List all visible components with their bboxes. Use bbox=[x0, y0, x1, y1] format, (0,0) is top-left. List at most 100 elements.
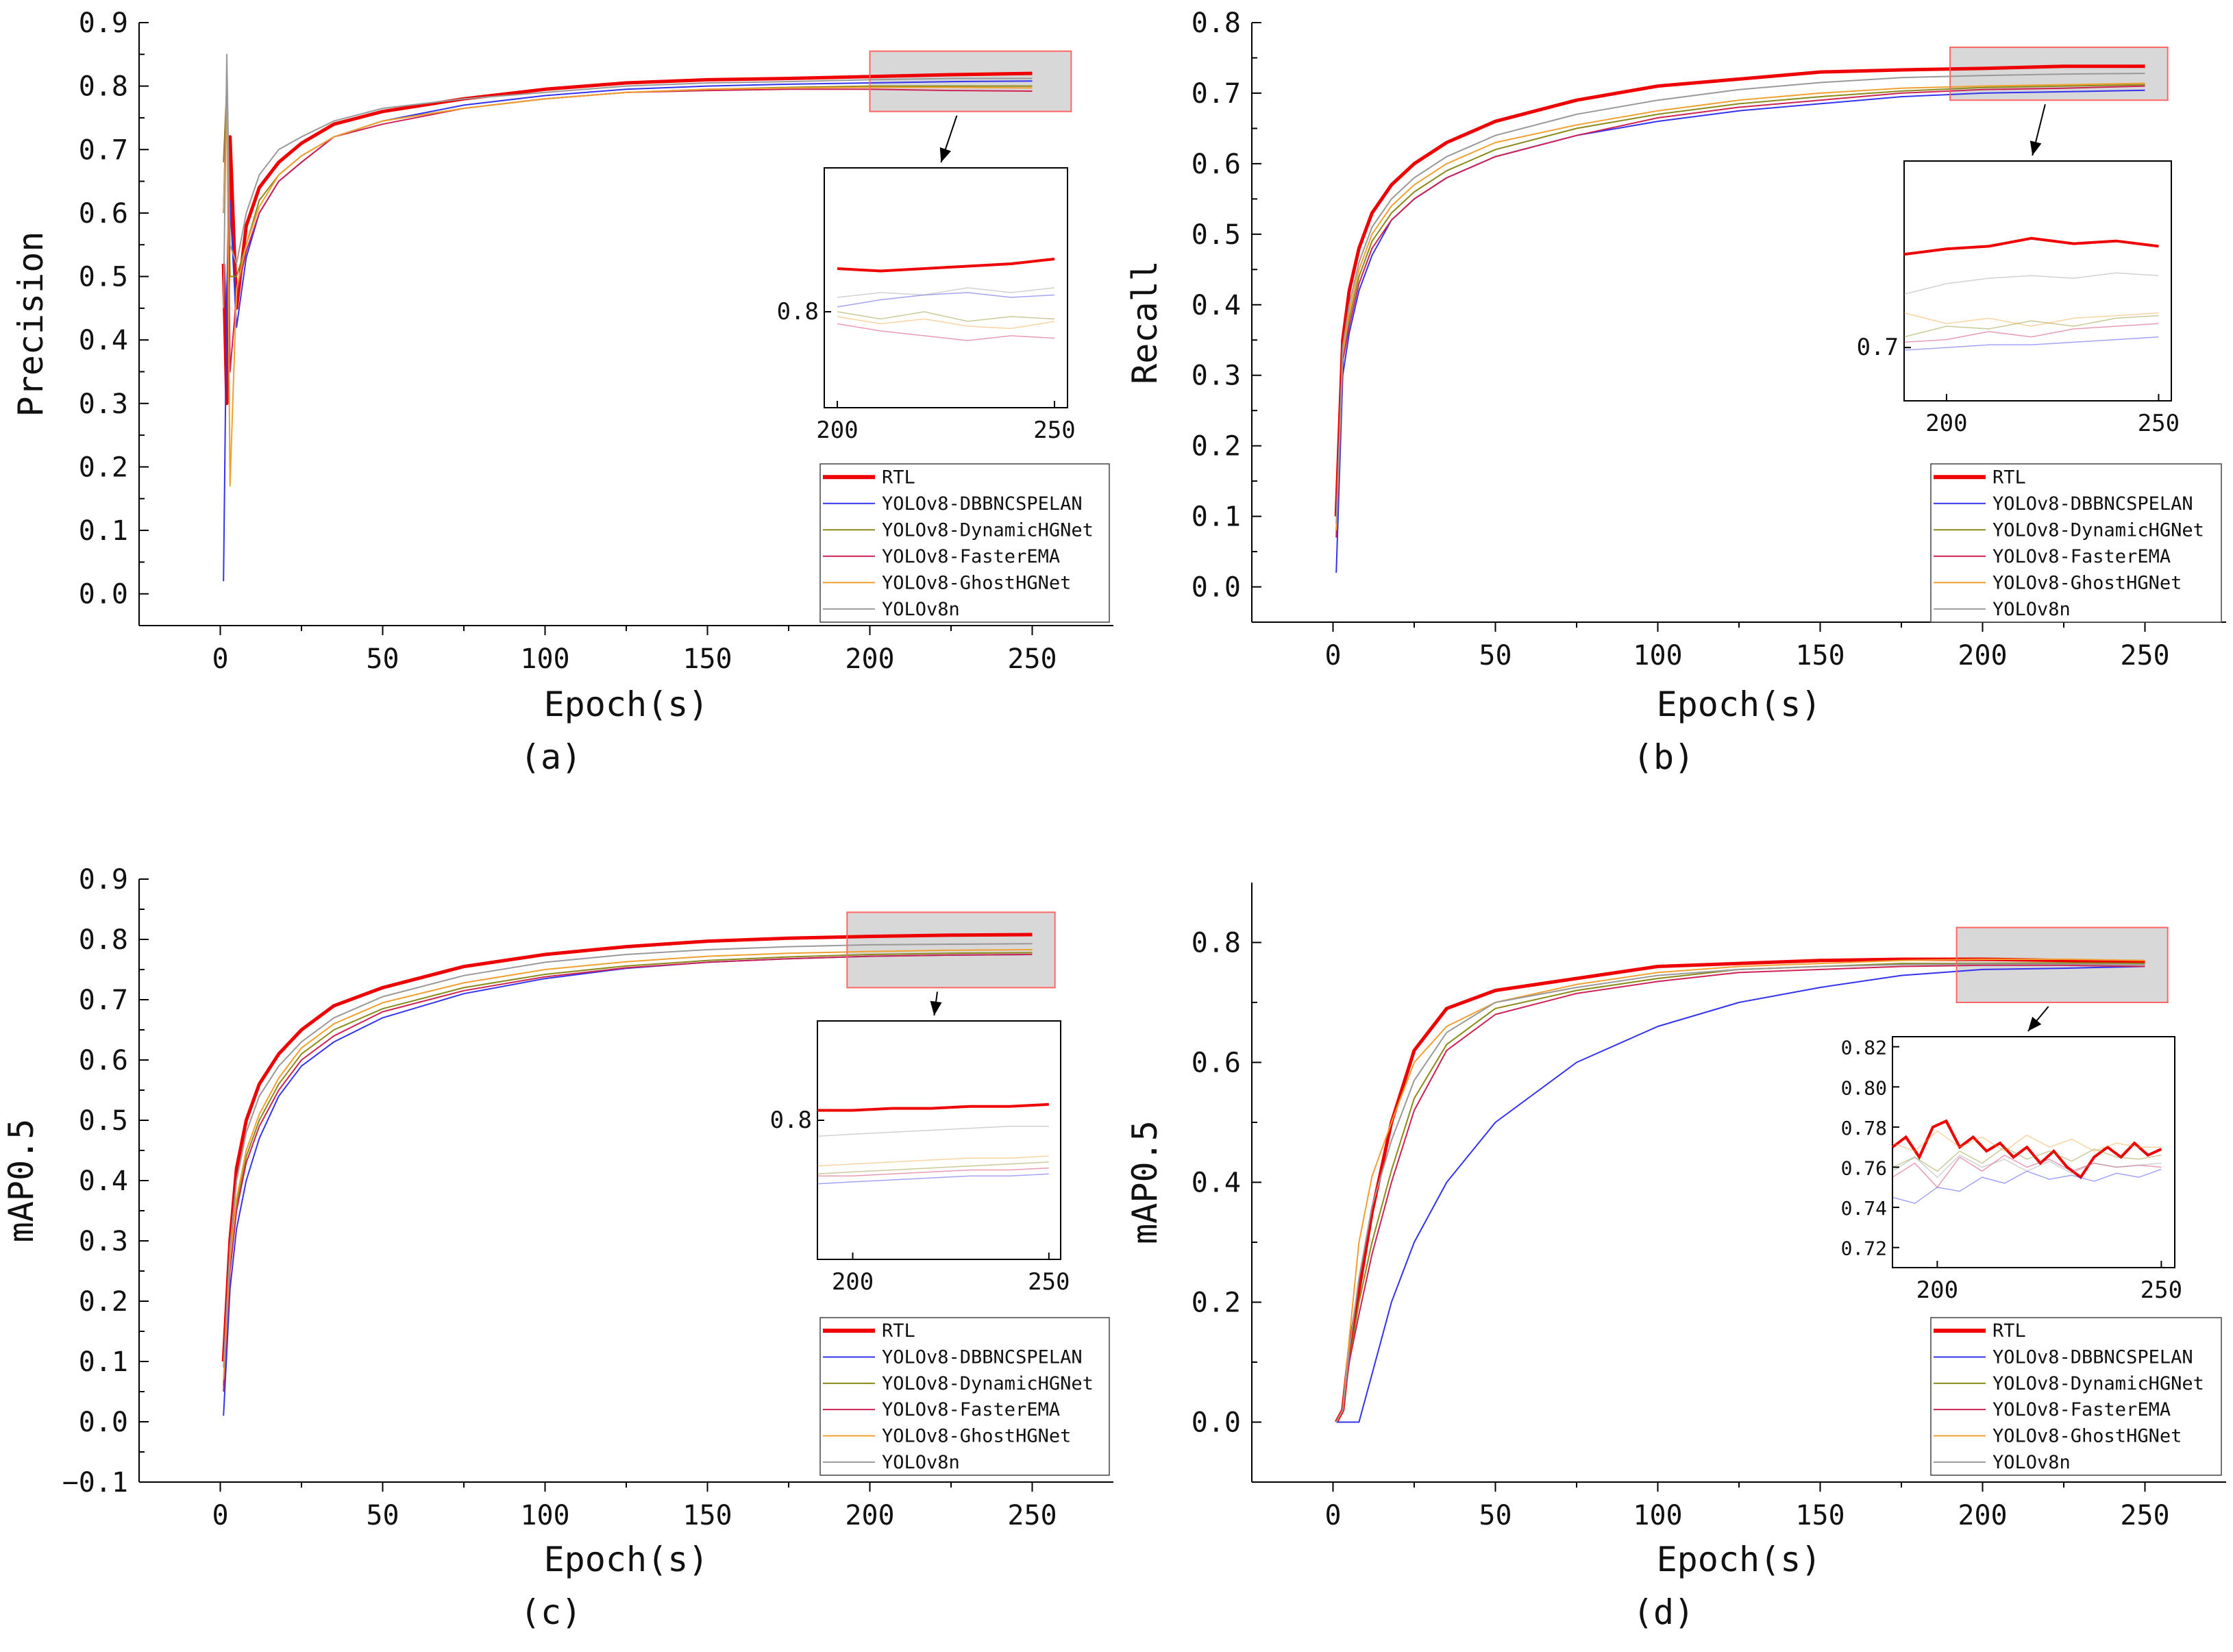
y-tick-label: 0.8 bbox=[1192, 8, 1241, 39]
legend-entry: YOLOv8-DBBNCSPELAN bbox=[1993, 1347, 2193, 1368]
x-tick-label: 150 bbox=[1795, 640, 1845, 671]
y-tick-label: 0.7 bbox=[1192, 78, 1241, 110]
series-line-yolov8-dynamichgnet bbox=[223, 952, 1033, 1386]
inset-x-tick-label: 250 bbox=[1028, 1268, 1070, 1296]
inset-series-line-yolov8-dynamichgnet bbox=[817, 1161, 1049, 1175]
x-tick-label: 250 bbox=[2120, 640, 2169, 671]
series-line-yolov8n bbox=[1335, 73, 2145, 523]
legend-frame bbox=[1930, 463, 2222, 623]
series-line-yolov8-fasterema bbox=[1335, 964, 2145, 1422]
y-tick-label: 0.5 bbox=[1192, 219, 1241, 251]
inset-chart: 0.72 0.74 0.76 0.78 0.80 0.82 200 250 bbox=[1841, 1036, 2182, 1304]
y-tick-label: 0.6 bbox=[79, 1045, 128, 1076]
series-line-yolov8-fasterema bbox=[1335, 85, 2145, 538]
series-line-yolov8-ghosthgnet bbox=[223, 949, 1033, 1380]
zoom-highlight-box bbox=[869, 50, 1072, 112]
y-tick-label: 0.7 bbox=[79, 985, 128, 1016]
inset-y-tick-label: 0.74 bbox=[1841, 1197, 1887, 1220]
y-axis-title: mAP0.5 bbox=[1125, 1120, 1165, 1244]
x-tick-label: 200 bbox=[1958, 1500, 2007, 1531]
y-tick-label: 0.1 bbox=[1192, 502, 1241, 533]
legend-entry: YOLOv8-DynamicHGNet bbox=[1993, 1373, 2204, 1394]
legend-entry: YOLOv8-FasterEMA bbox=[1993, 546, 2171, 567]
x-tick-label: 250 bbox=[2120, 1500, 2169, 1531]
inset-chart: 0.7 200 250 bbox=[1857, 160, 2180, 437]
legend-entry: YOLOv8n bbox=[882, 599, 960, 620]
y-tick-label: 0.4 bbox=[1192, 1168, 1241, 1199]
inset-series-line-yolov8n bbox=[837, 287, 1055, 298]
legend-entry: YOLOv8-GhostHGNet bbox=[1993, 572, 2182, 593]
y-tick-label: 0.4 bbox=[1192, 290, 1241, 321]
inset-y-tick-label: 0.76 bbox=[1841, 1157, 1887, 1179]
inset-frame bbox=[817, 1020, 1061, 1260]
x-tick-label: 100 bbox=[520, 643, 569, 675]
legend-entry: YOLOv8-DBBNCSPELAN bbox=[882, 493, 1083, 515]
y-tick-label: 0.6 bbox=[1192, 149, 1241, 180]
x-tick-label: 150 bbox=[682, 643, 732, 675]
inset-series-line-yolov8-ghosthgnet bbox=[817, 1155, 1049, 1167]
legend-frame bbox=[819, 463, 1110, 623]
inset-series-line-yolov8-dynamichgnet bbox=[1892, 1146, 2162, 1172]
series-line-yolov8-ghosthgnet bbox=[223, 86, 1033, 487]
legend-entry: YOLOv8n bbox=[1993, 1452, 2071, 1473]
x-axis-title: Epoch(s) bbox=[544, 1540, 709, 1579]
inset-series-line-yolov8-ghosthgnet bbox=[1892, 1130, 2162, 1152]
legend: RTL YOLOv8-DBBNCSPELAN YOLOv8-DynamicHGNet… bbox=[819, 1317, 1110, 1476]
inset-frame bbox=[1903, 160, 2172, 402]
inset-y-tick-label: 0.72 bbox=[1841, 1237, 1887, 1260]
y-tick-label: 0.2 bbox=[79, 1286, 128, 1318]
inset-y-tick-label: 0.82 bbox=[1841, 1037, 1887, 1059]
y-tick-label: 0.0 bbox=[79, 1407, 128, 1438]
inset-series-line-yolov8n bbox=[1892, 1154, 2162, 1179]
chart-panel-a: 0.0 0.1 0.2 0.3 0.4 0.5 0.6 0.7 0.8 0.9 0 50 100 150 2… bbox=[11, 8, 1113, 777]
x-tick-label: 50 bbox=[366, 643, 399, 675]
legend-entry: YOLOv8-DynamicHGNet bbox=[882, 1373, 1094, 1394]
inset-x-tick-label: 200 bbox=[1925, 410, 1967, 437]
zoom-highlight-box bbox=[1949, 47, 2169, 101]
legend-entry: YOLOv8-FasterEMA bbox=[882, 1399, 1060, 1420]
inset-series-line-rtl bbox=[817, 1102, 1049, 1112]
y-axis-title: Recall bbox=[1125, 260, 1165, 384]
y-tick-label: 0.8 bbox=[79, 71, 128, 103]
inset-series-line-yolov8-dbbncspelan bbox=[1903, 336, 2159, 351]
inset-x-tick-label: 250 bbox=[2141, 1277, 2182, 1304]
y-tick-label: 0.6 bbox=[79, 198, 128, 230]
inset-y-tick-label: 0.80 bbox=[1841, 1076, 1887, 1099]
y-tick-label: 0.1 bbox=[79, 515, 128, 547]
panel-label: (b) bbox=[1633, 737, 1694, 777]
legend-entry: YOLOv8-DynamicHGNet bbox=[882, 519, 1094, 541]
inset-series-line-yolov8-fasterema bbox=[1903, 323, 2159, 343]
series-line-yolov8-ghosthgnet bbox=[1335, 82, 2145, 531]
legend-entry: YOLOv8-DBBNCSPELAN bbox=[1993, 493, 2193, 515]
x-tick-label: 100 bbox=[1633, 1500, 1682, 1531]
inset-y-tick-label: 0.8 bbox=[770, 1107, 812, 1134]
x-tick-label: 0 bbox=[1324, 640, 1341, 671]
x-tick-label: 0 bbox=[212, 1500, 228, 1531]
y-tick-label: 0.0 bbox=[1192, 1407, 1241, 1439]
x-tick-label: 0 bbox=[212, 643, 228, 675]
y-tick-label: 0.2 bbox=[79, 452, 128, 483]
inset-x-tick-label: 250 bbox=[2138, 410, 2180, 437]
series-line-yolov8n bbox=[223, 943, 1033, 1368]
series-line-yolov8-fasterema bbox=[223, 954, 1033, 1392]
inset-y-tick-label: 0.8 bbox=[777, 298, 819, 325]
inset-series-line-rtl bbox=[837, 258, 1055, 273]
zoom-arrow-head bbox=[930, 1000, 942, 1015]
inset-chart: 0.8 200 250 bbox=[777, 167, 1076, 444]
series-line-yolov8-dbbncspelan bbox=[1336, 965, 2145, 1423]
y-tick-label: 0.6 bbox=[1192, 1048, 1241, 1079]
inset-x-tick-label: 250 bbox=[1033, 417, 1075, 444]
series-line-yolov8-dynamichgnet bbox=[1335, 962, 2145, 1422]
zoom-arrow-head bbox=[939, 147, 951, 162]
inset-series-line-yolov8-dbbncspelan bbox=[1892, 1168, 2162, 1205]
x-axis-title: Epoch(s) bbox=[544, 685, 709, 724]
inset-series-line-yolov8-fasterema bbox=[1892, 1155, 2162, 1188]
y-axis-title: mAP0.5 bbox=[1, 1119, 41, 1243]
y-axis-title: Precision bbox=[11, 232, 51, 417]
series-line-rtl bbox=[1334, 64, 2145, 517]
y-tick-label: 0.4 bbox=[79, 1166, 128, 1197]
y-tick-label: 0.0 bbox=[1192, 572, 1241, 604]
legend: RTL YOLOv8-DBBNCSPELAN YOLOv8-DynamicHGNet… bbox=[1930, 463, 2222, 623]
x-tick-label: 100 bbox=[520, 1500, 569, 1531]
